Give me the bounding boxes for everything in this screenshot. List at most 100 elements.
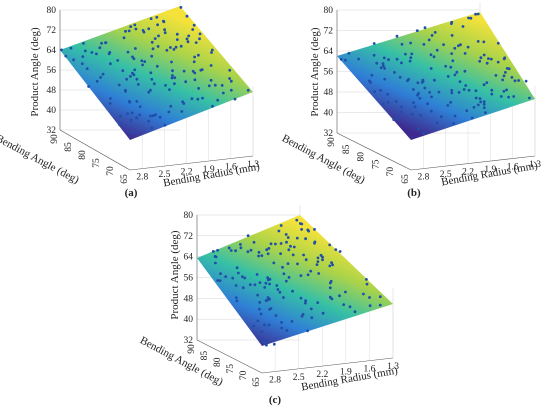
data-point [181, 100, 185, 104]
data-point [216, 279, 220, 282]
data-point [172, 48, 176, 51]
data-point [383, 67, 386, 70]
data-point [246, 88, 250, 92]
data-point [151, 47, 155, 51]
data-point [265, 343, 268, 347]
data-point [109, 62, 112, 66]
data-points [211, 218, 382, 347]
data-point [444, 64, 448, 68]
data-point [457, 91, 461, 94]
data-point [435, 121, 439, 125]
data-point [470, 116, 474, 120]
data-point [184, 80, 188, 84]
data-point [328, 281, 332, 285]
data-point [260, 254, 264, 257]
x-tick-label: 2.2 [181, 168, 193, 178]
data-point [319, 253, 323, 257]
data-point [490, 92, 494, 96]
data-point [200, 68, 204, 71]
data-point [243, 276, 247, 280]
data-point [339, 57, 343, 61]
z-tick-label: 80 [324, 6, 334, 16]
data-point [150, 126, 154, 130]
data-point [129, 25, 133, 28]
data-point [125, 77, 129, 81]
data-point [331, 263, 334, 267]
y-tick-label: 80 [78, 150, 88, 160]
data-point [149, 88, 152, 92]
panel-a: 32 40 48 56 64 72 80 90 85 80 75 70 65 2.8 2.5 2.2 1.9 1.… [0, 0, 261, 199]
data-point [170, 76, 174, 80]
data-point [429, 53, 433, 57]
data-point [485, 81, 489, 84]
data-point [291, 253, 295, 257]
x-tick-label: 1.9 [484, 165, 496, 175]
y-tick-label: 65 [252, 377, 262, 387]
data-point [300, 228, 303, 231]
data-point [467, 88, 471, 92]
data-point [512, 95, 516, 98]
data-point [299, 296, 303, 300]
data-point [427, 38, 431, 42]
data-point [404, 52, 407, 56]
data-point [286, 236, 290, 239]
data-point [229, 79, 233, 83]
y-tick-label: 80 [357, 152, 367, 162]
y-axis-line [336, 132, 412, 171]
data-point [191, 28, 195, 31]
data-point [394, 100, 398, 103]
data-point [124, 88, 127, 92]
data-point [214, 255, 218, 259]
data-point [194, 41, 198, 44]
data-point [429, 109, 433, 113]
data-point [381, 102, 385, 106]
data-point [201, 96, 204, 100]
data-point [375, 61, 379, 65]
data-point [151, 114, 155, 118]
data-point [104, 41, 108, 44]
data-point [485, 61, 489, 65]
data-point [233, 97, 237, 101]
data-point [467, 16, 470, 20]
data-point [505, 67, 509, 70]
x-tick-label: 2.5 [293, 373, 305, 383]
data-point [417, 92, 420, 95]
data-point [279, 224, 283, 227]
z-tick-label: 56 [47, 66, 57, 76]
data-point [482, 106, 486, 109]
data-point [422, 43, 426, 46]
x-axis-line [129, 155, 254, 171]
data-point [231, 276, 235, 280]
x-tick-label: 2.5 [440, 170, 452, 180]
data-point [147, 90, 151, 94]
data-point [365, 278, 368, 281]
data-point [313, 228, 316, 231]
data-point [330, 261, 333, 265]
data-point [163, 31, 167, 35]
data-point [235, 266, 239, 270]
data-point [252, 324, 256, 328]
data-point [413, 105, 417, 109]
z-tick-label: 48 [184, 294, 194, 304]
data-point [484, 111, 487, 114]
data-point [282, 272, 286, 276]
data-point [304, 258, 308, 262]
data-point [260, 330, 264, 333]
z-tick-label: 72 [184, 232, 194, 242]
x-tick-label: 1.3 [529, 160, 541, 170]
z-tick-label: 80 [47, 6, 57, 16]
data-point [100, 41, 103, 45]
data-point [301, 313, 305, 316]
data-point [64, 54, 68, 58]
data-point [211, 104, 214, 108]
data-point [344, 290, 347, 294]
data-point [338, 294, 341, 298]
data-point [269, 307, 273, 310]
data-point [386, 92, 389, 96]
data-point [421, 78, 425, 82]
data-point [449, 65, 453, 69]
data-point [168, 88, 171, 91]
z-tick-label: 56 [324, 68, 334, 78]
data-point [135, 100, 139, 103]
data-point [265, 298, 269, 302]
